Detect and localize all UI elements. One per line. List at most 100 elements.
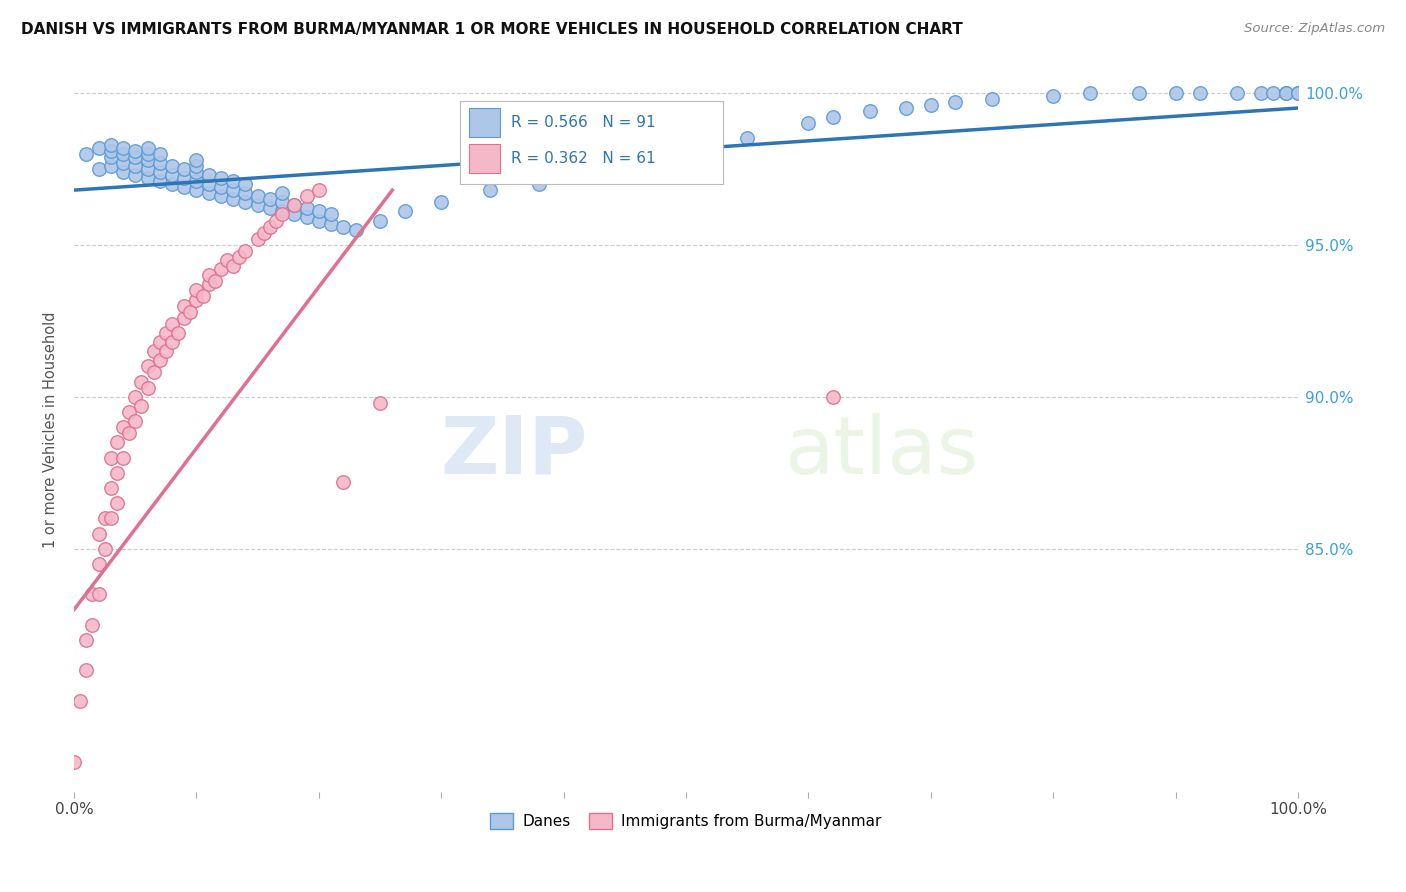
Point (186, 165, 208, 179)
Point (332, 475, 354, 489)
Point (222, 192, 245, 206)
Point (173, 180, 195, 194)
Point (209, 189, 232, 203)
Point (197, 268, 219, 283)
Point (204, 274, 226, 288)
Point (920, 98, 942, 112)
Point (82, 617, 104, 632)
Point (112, 140, 135, 154)
Point (197, 277, 219, 292)
Y-axis label: 1 or more Vehicles in Household: 1 or more Vehicles in Household (44, 312, 58, 549)
Point (149, 155, 172, 169)
Point (118, 405, 141, 419)
Point (368, 213, 391, 227)
Text: Source: ZipAtlas.com: Source: ZipAtlas.com (1244, 22, 1385, 36)
Point (1042, 88, 1064, 103)
Point (394, 204, 416, 219)
Point (124, 150, 146, 164)
Text: atlas: atlas (785, 413, 979, 491)
Point (235, 177, 257, 191)
Point (821, 390, 844, 404)
Legend: Danes, Immigrants from Burma/Myanmar: Danes, Immigrants from Burma/Myanmar (484, 806, 887, 835)
Point (105, 435, 128, 450)
Text: R = 0.362   N = 61: R = 0.362 N = 61 (510, 152, 655, 167)
Point (112, 165, 135, 179)
Point (858, 104, 880, 119)
Point (1189, 86, 1212, 100)
Point (209, 262, 232, 277)
Point (271, 204, 294, 219)
Point (675, 146, 697, 161)
Point (160, 177, 183, 191)
Point (155, 326, 177, 340)
Point (253, 226, 276, 240)
Point (173, 161, 195, 176)
Point (1128, 86, 1150, 100)
Point (87, 557, 110, 571)
Point (264, 213, 287, 227)
Point (821, 110, 844, 124)
Point (479, 183, 502, 197)
Point (1250, 86, 1272, 100)
Point (93, 511, 115, 525)
Point (308, 204, 330, 219)
Point (197, 177, 219, 191)
Point (75, 664, 97, 678)
Point (308, 213, 330, 227)
Point (259, 219, 281, 234)
Point (197, 168, 219, 182)
Point (124, 414, 146, 428)
Point (124, 144, 146, 158)
Point (100, 137, 122, 152)
Point (1164, 86, 1187, 100)
Point (283, 198, 305, 212)
Point (124, 390, 146, 404)
Point (149, 335, 172, 350)
Point (319, 217, 342, 231)
Point (149, 165, 172, 179)
Point (63, 755, 86, 769)
FancyBboxPatch shape (460, 101, 723, 185)
Point (136, 170, 159, 185)
Point (295, 202, 318, 216)
Point (283, 207, 305, 221)
Point (149, 174, 172, 188)
Point (112, 146, 135, 161)
Point (136, 359, 159, 374)
Point (160, 159, 183, 173)
Point (1226, 86, 1249, 100)
Point (173, 299, 195, 313)
Point (527, 177, 550, 191)
Point (136, 381, 159, 395)
Point (100, 481, 122, 495)
Text: ZIP: ZIP (441, 413, 588, 491)
Point (295, 189, 318, 203)
Point (259, 202, 281, 216)
Point (100, 159, 122, 173)
Point (160, 335, 183, 350)
Point (308, 183, 330, 197)
Text: DANISH VS IMMIGRANTS FROM BURMA/MYANMAR 1 OR MORE VEHICLES IN HOUSEHOLD CORRELAT: DANISH VS IMMIGRANTS FROM BURMA/MYANMAR … (21, 22, 963, 37)
Point (1078, 86, 1101, 100)
Point (1274, 86, 1296, 100)
Point (124, 159, 146, 173)
Point (735, 131, 758, 145)
Point (112, 155, 135, 169)
Point (197, 186, 219, 201)
Point (319, 207, 342, 221)
Point (131, 375, 153, 389)
Point (131, 399, 153, 413)
Point (82, 587, 104, 601)
Point (100, 150, 122, 164)
Point (228, 250, 250, 264)
Point (235, 195, 257, 210)
Point (191, 289, 214, 303)
Point (246, 189, 269, 203)
Point (368, 396, 391, 410)
Point (142, 344, 165, 359)
Point (235, 244, 257, 258)
Point (160, 168, 183, 182)
Point (981, 92, 1004, 106)
Point (271, 195, 294, 210)
Point (246, 198, 269, 212)
